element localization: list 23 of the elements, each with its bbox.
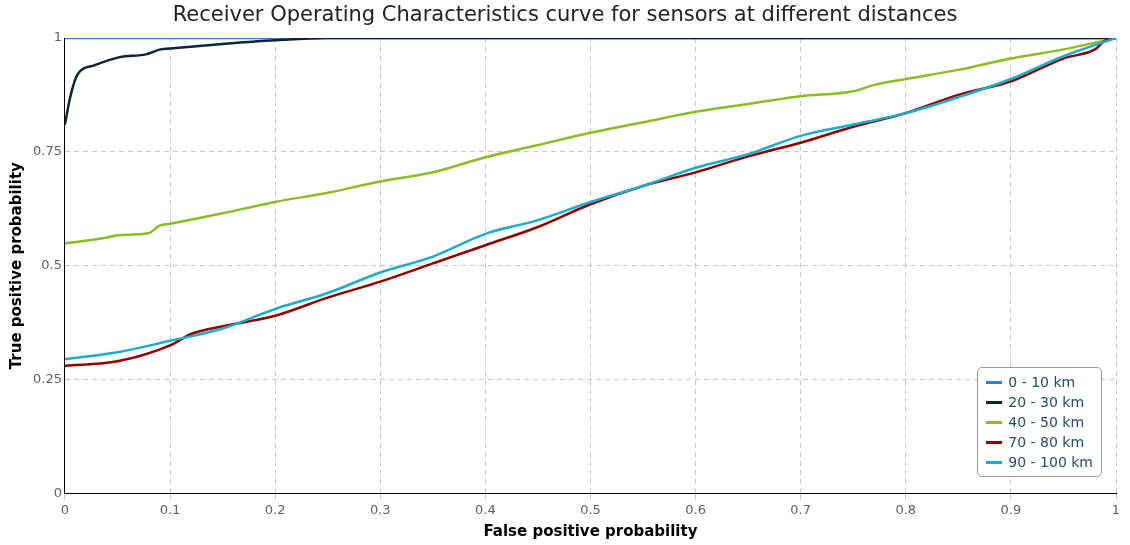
y-tick-label: 0 <box>53 484 62 500</box>
x-tick-label: 0.1 <box>159 501 181 517</box>
legend-label: 20 - 30 km <box>1008 394 1085 411</box>
x-tick-label: 0.4 <box>475 501 496 517</box>
y-tick-label: 0.75 <box>32 143 62 159</box>
y-tick-label: 1 <box>53 29 62 45</box>
legend-label: 40 - 50 km <box>1008 414 1085 431</box>
y-tick-label: 0.25 <box>32 370 62 386</box>
legend-label: 70 - 80 km <box>1008 434 1085 451</box>
x-tick-label: 0.2 <box>264 501 286 517</box>
x-tick-label: 0.3 <box>369 501 391 517</box>
y-axis-title: True positive probability <box>6 161 25 370</box>
y-tick-label: 0.5 <box>41 257 62 273</box>
x-tick-label: 1 <box>1111 501 1121 517</box>
x-tick-label: 0.7 <box>790 501 812 517</box>
chart-title: Receiver Operating Characteristics curve for sensors at different distances <box>171 2 959 26</box>
x-tick-label: 0.9 <box>1000 501 1022 517</box>
x-tick-label: 0.8 <box>895 501 917 517</box>
x-tick-label: 0.6 <box>685 501 706 517</box>
x-axis-title: False positive probability <box>483 521 698 540</box>
legend-label: 90 - 100 km <box>1008 454 1093 471</box>
x-tick-label: 0.5 <box>580 501 601 517</box>
legend-label: 0 - 10 km <box>1008 374 1076 391</box>
